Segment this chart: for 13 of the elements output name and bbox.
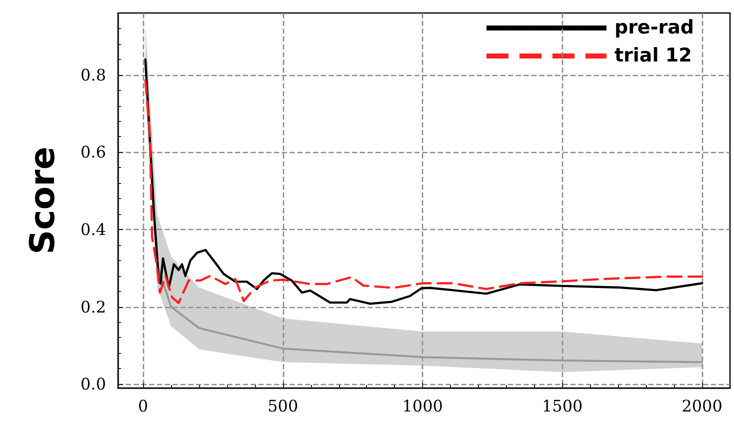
x-tick-label: 1500 [542, 396, 583, 416]
y-tick-label: 0.0 [80, 374, 106, 394]
y-axis-title: Score [23, 146, 63, 254]
x-tick-label: 2000 [682, 396, 722, 416]
legend-label: pre-rad [614, 16, 694, 38]
y-tick-label: 0.4 [80, 220, 106, 239]
y-tick-label: 0.6 [80, 142, 106, 162]
y-tick-label: 0.2 [80, 297, 106, 316]
x-tick-label: 500 [268, 396, 298, 416]
x-tick-label: 1000 [402, 396, 443, 416]
x-tick-label: 0 [138, 396, 148, 416]
y-tick-label: 0.8 [80, 65, 106, 84]
legend-label: trial 12 [614, 44, 692, 66]
